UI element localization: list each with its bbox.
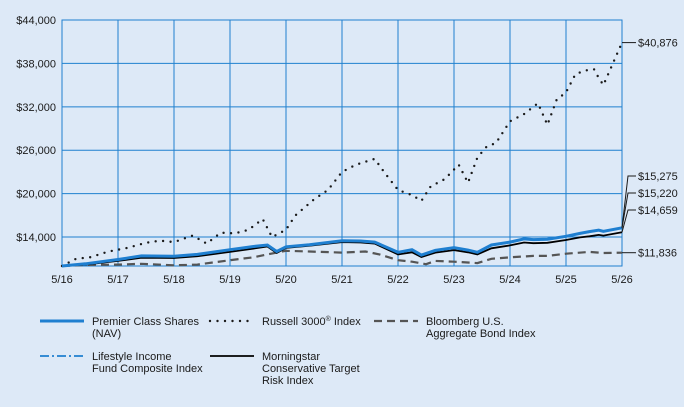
legend-label-lifestyle: Fund Composite Index [92,363,203,375]
end-label-leader [621,209,636,233]
end-label-lifestyle: $15,220 [638,188,678,200]
legend-label-bloomberg: Bloomberg U.S. [426,316,504,328]
grid [61,19,623,267]
end-label-premier: $15,275 [638,171,678,183]
legend-label-russell: Russell 3000® Index [262,315,361,328]
end-label-bloomberg: $11,836 [638,248,677,260]
legend-label-morningstar: Morningstar [262,351,320,363]
y-tick-label: $38,000 [16,58,56,70]
x-tick-label: 5/25 [555,274,576,286]
x-tick-label: 5/16 [51,274,72,286]
legend-label-lifestyle: Lifestyle Income [92,351,171,363]
x-tick-label: 5/22 [387,274,408,286]
x-tick-label: 5/23 [443,274,464,286]
legend-label-premier: (NAV) [92,328,121,340]
series-line-russell [60,41,624,268]
legend-item-russell: Russell 3000® Index [208,315,361,328]
series-line-bloomberg [61,249,623,268]
series-lines [60,41,624,268]
end-label-leader [621,175,636,228]
series-line-morningstar [61,231,623,267]
x-tick-label: 5/24 [499,274,520,286]
y-tick-label: $14,000 [16,232,56,244]
end-labels: $15,275 $15,220 $14,659 $11,836 $40,876 [621,38,678,260]
legend-label-morningstar: Conservative Target [262,363,360,375]
x-tick-label: 5/17 [107,274,128,286]
x-tick-label: 5/19 [219,274,240,286]
x-tick-label: 5/21 [331,274,352,286]
legend-label-morningstar: Risk Index [262,375,314,387]
x-tick-label: 5/26 [611,274,632,286]
legend-item-bloomberg: Bloomberg U.S.Aggregate Bond Index [374,316,536,340]
legend: Premier Class Shares(NAV) Russell 3000® I… [40,315,536,387]
y-tick-label: $32,000 [16,102,56,114]
axes: 5/16 5/17 5/18 5/19 5/20 5/21 5/22 5/23 5/24 5/25… [16,15,632,286]
series-line-premier [61,226,623,268]
end-label-russell: $40,876 [638,38,678,50]
y-tick-label: $20,000 [16,189,56,201]
legend-label-bloomberg: Aggregate Bond Index [426,328,536,340]
legend-label-premier: Premier Class Shares [92,316,199,328]
y-tick-label: $26,000 [16,145,56,157]
x-tick-label: 5/20 [275,274,296,286]
end-label-morningstar: $14,659 [638,205,678,217]
end-label-leader [621,192,636,229]
y-tick-label: $44,000 [16,15,56,27]
legend-item-premier: Premier Class Shares(NAV) [40,316,199,340]
x-tick-label: 5/18 [163,274,184,286]
